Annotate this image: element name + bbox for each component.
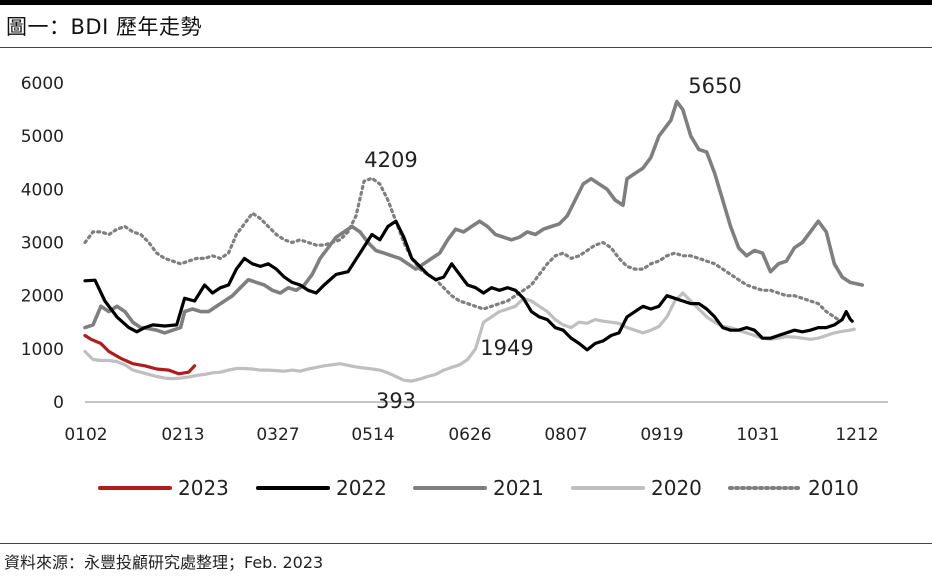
y-tick-label: 3000	[21, 233, 64, 253]
source-note: 資料來源：永豐投顧研究處整理；Feb. 2023	[4, 553, 324, 572]
x-tick-label: 0919	[640, 425, 683, 445]
annotation-label: 4209	[364, 148, 417, 172]
x-tick-label: 1212	[835, 425, 878, 445]
title-divider	[0, 47, 932, 48]
x-tick-label: 0626	[448, 425, 491, 445]
series-line-2022	[83, 219, 854, 352]
bdi-line-chart: 0 1000 2000 3000 4000 5000 6000 0102 0213 0327 051…	[21, 74, 888, 500]
y-tick-label: 5000	[21, 127, 64, 147]
chart-annotations: 5650 4209 393 1949	[364, 74, 741, 413]
legend-label-2010: 2010	[808, 476, 859, 500]
legend-label-2020: 2020	[651, 476, 702, 500]
y-tick-label: 4000	[21, 180, 64, 200]
x-tick-label: 0213	[161, 425, 204, 445]
series-line-2021	[83, 99, 864, 335]
footer-divider	[0, 543, 932, 544]
chart-axes: 0 1000 2000 3000 4000 5000 6000 0102 0213 0327 051…	[21, 74, 888, 445]
chart-series	[83, 99, 864, 383]
legend-label-2022: 2022	[336, 476, 387, 500]
x-tick-label: 1031	[736, 425, 779, 445]
x-tick-label: 0327	[256, 425, 299, 445]
legend-label-2023: 2023	[178, 476, 229, 500]
chart-title: 圖一：BDI 歷年走勢	[6, 15, 202, 39]
x-tick-label: 0514	[351, 425, 394, 445]
legend-label-2021: 2021	[493, 476, 544, 500]
annotation-label: 1949	[480, 336, 533, 360]
x-tick-label: 0807	[544, 425, 587, 445]
annotation-label: 5650	[688, 74, 741, 98]
top-rule	[0, 0, 932, 5]
y-tick-label: 1000	[21, 340, 64, 360]
series-line-2020	[83, 291, 856, 383]
y-tick-label: 6000	[21, 74, 64, 94]
series-line-2023	[83, 333, 197, 376]
chart-legend: 2023 2022 2021 2020 2010	[98, 476, 859, 500]
annotation-label: 393	[376, 389, 416, 413]
x-tick-label: 0102	[64, 425, 107, 445]
y-tick-label: 2000	[21, 287, 64, 307]
y-tick-label: 0	[53, 393, 64, 413]
series-line-2010	[83, 176, 840, 322]
